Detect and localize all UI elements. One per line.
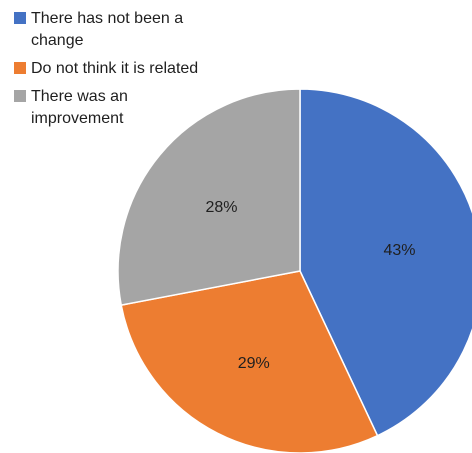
legend-item-no-change: There has not been a change xyxy=(14,8,244,52)
slice-label-improvement: 28% xyxy=(205,199,237,216)
pie-slice-not-related xyxy=(120,270,379,453)
legend-swatch-no-change xyxy=(14,12,26,24)
legend-swatch-not-related xyxy=(14,62,26,74)
legend-item-not-related: Do not think it is related xyxy=(14,58,244,80)
legend-swatch-improvement xyxy=(14,90,26,102)
legend-label-improvement: There was an improvement xyxy=(31,88,128,127)
slice-label-not-related: 29% xyxy=(238,355,270,372)
pie-slice-improvement xyxy=(117,88,301,306)
pie-slice-no-change xyxy=(299,88,472,437)
legend-label-not-related: Do not think it is related xyxy=(31,60,199,77)
chart-legend: There has not been a change Do not think… xyxy=(14,8,244,136)
slice-label-no-change: 43% xyxy=(383,242,415,259)
legend-item-improvement: There was an improvement xyxy=(14,86,244,130)
legend-label-no-change: There has not been a change xyxy=(31,10,184,49)
